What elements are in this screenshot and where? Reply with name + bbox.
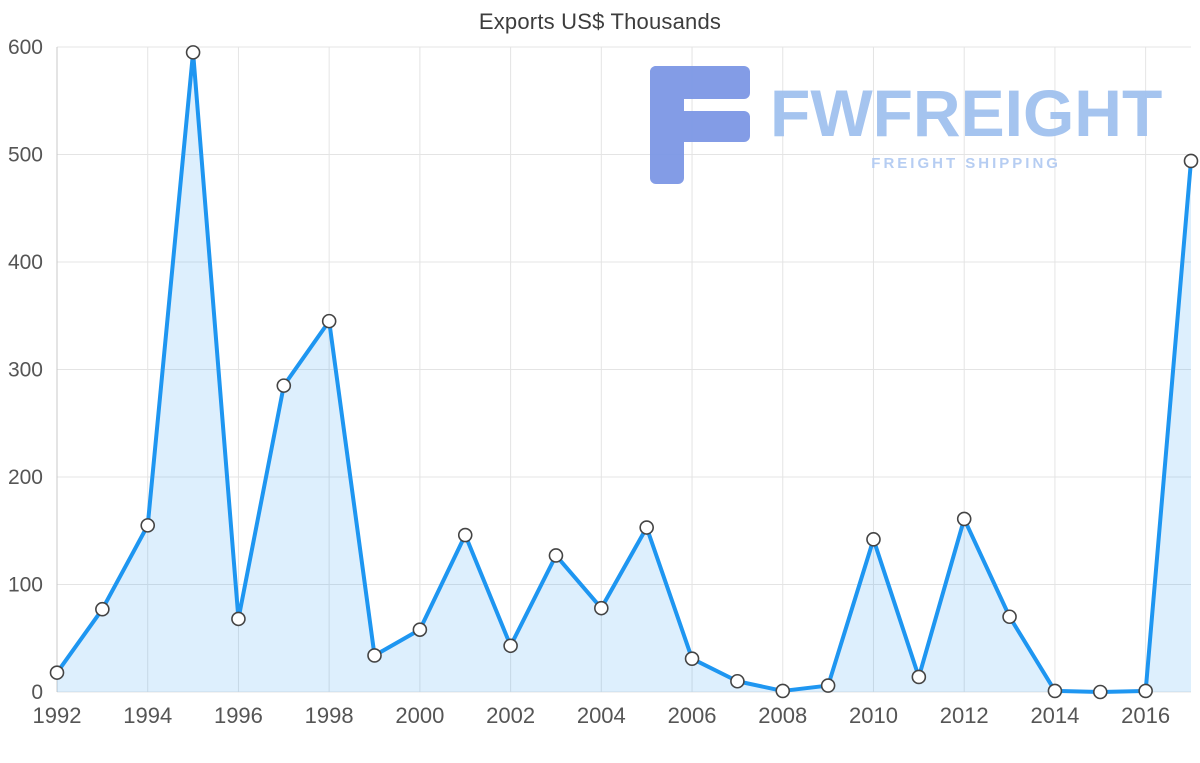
data-point-marker[interactable] xyxy=(820,678,836,693)
data-point-marker[interactable] xyxy=(276,378,292,393)
y-axis-tick-label: 100 xyxy=(8,574,43,597)
x-axis-tick-label: 2000 xyxy=(395,703,444,728)
data-point-marker[interactable] xyxy=(956,511,972,527)
x-axis-tick-label: 2012 xyxy=(940,703,989,728)
data-point-marker[interactable] xyxy=(548,548,564,563)
y-axis-tick-label: 500 xyxy=(8,144,43,167)
y-axis-tick-label: 0 xyxy=(31,681,43,704)
data-point-marker[interactable] xyxy=(95,601,110,617)
y-axis-tick-label: 400 xyxy=(8,251,43,274)
data-point-marker[interactable] xyxy=(730,673,745,689)
x-axis-tick-label: 2010 xyxy=(849,703,898,728)
x-axis-tick-label: 2002 xyxy=(486,703,535,728)
data-point-marker[interactable] xyxy=(639,520,654,535)
y-axis-tick-label: 200 xyxy=(8,466,43,489)
x-axis-tick-label: 2014 xyxy=(1030,703,1079,728)
data-point-marker[interactable] xyxy=(866,532,881,547)
x-axis-tick-label: 1994 xyxy=(123,703,172,728)
data-point-marker[interactable] xyxy=(1092,684,1108,700)
x-axis-tick-label: 2016 xyxy=(1121,703,1170,728)
series-line xyxy=(55,50,1193,694)
data-point-marker[interactable] xyxy=(594,600,609,616)
y-axis-tick-label: 300 xyxy=(8,359,43,382)
data-point-marker[interactable] xyxy=(911,669,927,685)
x-axis-tick-label: 2008 xyxy=(758,703,807,728)
x-axis-tick-label: 2004 xyxy=(577,703,626,728)
data-point-marker[interactable] xyxy=(367,648,382,663)
data-point-marker[interactable] xyxy=(140,518,156,533)
x-axis-tick-label: 1992 xyxy=(33,703,82,728)
data-point-marker[interactable] xyxy=(457,527,473,543)
data-point-marker[interactable] xyxy=(185,45,201,60)
data-point-marker[interactable] xyxy=(1002,609,1017,625)
data-point-marker[interactable] xyxy=(503,638,518,654)
data-point-marker[interactable] xyxy=(684,651,700,666)
y-axis-tick-label: 600 xyxy=(8,36,43,59)
data-point-marker[interactable] xyxy=(321,313,337,329)
x-axis-tick-label: 1998 xyxy=(305,703,354,728)
data-point-marker[interactable] xyxy=(231,611,246,627)
data-point-marker[interactable] xyxy=(49,665,65,680)
data-point-marker[interactable] xyxy=(1138,683,1153,699)
data-point-marker[interactable] xyxy=(412,622,428,637)
chart-title: Exports US$ Thousands xyxy=(478,9,722,34)
x-axis-tick-label: 1996 xyxy=(214,703,263,728)
data-point-marker[interactable] xyxy=(775,683,791,699)
data-point-marker[interactable] xyxy=(1183,153,1199,169)
x-axis-tick-label: 2006 xyxy=(668,703,717,728)
data-point-marker[interactable] xyxy=(1047,683,1063,699)
series-area-fill xyxy=(57,52,1191,692)
